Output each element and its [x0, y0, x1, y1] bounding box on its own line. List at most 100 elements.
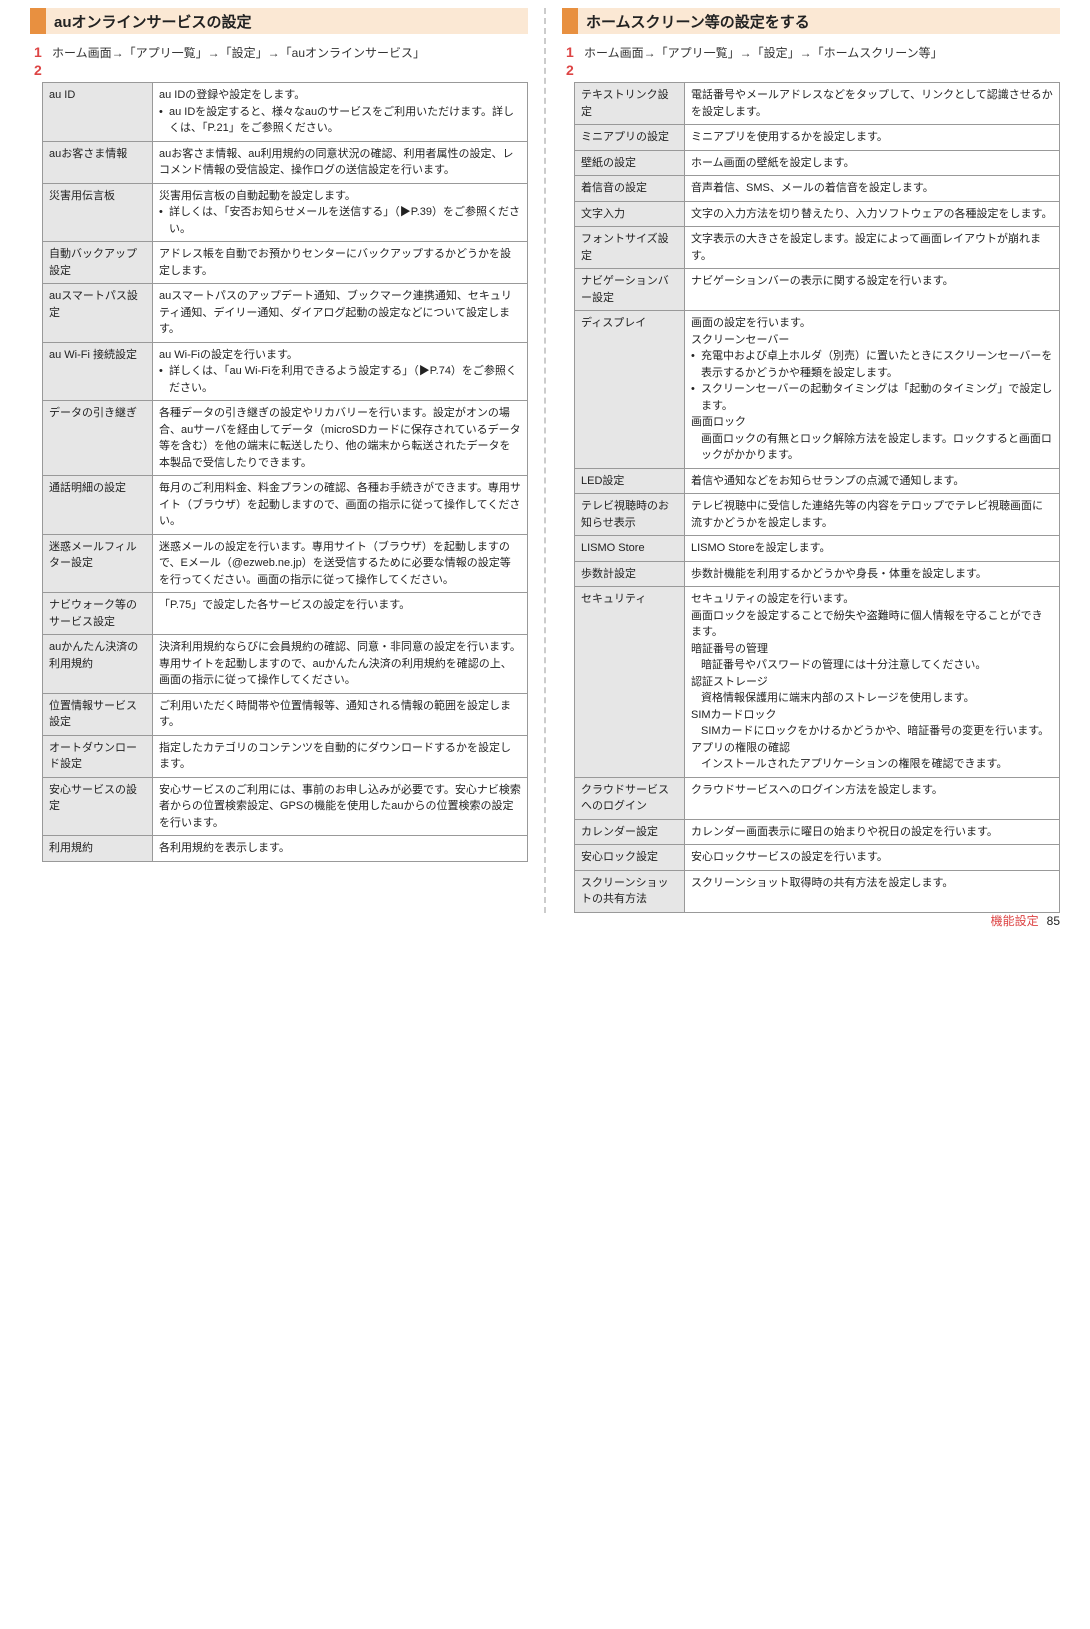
table-row: 通話明細の設定毎月のご利用料金、料金プランの確認、各種お手続きができます。専用サ… — [43, 476, 528, 535]
table-row: テレビ視聴時のお知らせ表示テレビ視聴中に受信した連絡先等の内容をテロップでテレビ… — [575, 494, 1060, 536]
row-label: テキストリンク設定 — [575, 83, 685, 125]
row-label: auスマートパス設定 — [43, 284, 153, 343]
row-value: テレビ視聴中に受信した連絡先等の内容をテロップでテレビ視聴画面に流すかどうかを設… — [685, 494, 1060, 536]
table-row: auかんたん決済の利用規約決済利用規約ならびに会員規約の確認、同意・非同意の設定… — [43, 635, 528, 694]
row-value: ご利用いただく時間帯や位置情報等、通知される情報の範囲を設定します。 — [153, 693, 528, 735]
row-label: ナビウォーク等のサービス設定 — [43, 593, 153, 635]
table-row: LISMO StoreLISMO Storeを設定します。 — [575, 536, 1060, 562]
row-label: ミニアプリの設定 — [575, 125, 685, 151]
row-value: ホーム画面の壁紙を設定します。 — [685, 150, 1060, 176]
left-table: au IDau IDの登録や設定をします。au IDを設定すると、様々なauのサ… — [42, 82, 528, 862]
row-label: 安心ロック設定 — [575, 845, 685, 871]
table-row: LED設定着信や通知などをお知らせランプの点滅で通知します。 — [575, 468, 1060, 494]
row-value: au IDの登録や設定をします。au IDを設定すると、様々なauのサービスをご… — [153, 83, 528, 142]
row-label: au Wi-Fi 接続設定 — [43, 342, 153, 401]
table-row: 安心ロック設定安心ロックサービスの設定を行います。 — [575, 845, 1060, 871]
step-2: 2 — [566, 62, 1060, 78]
row-label: 着信音の設定 — [575, 176, 685, 202]
header-title: auオンラインサービスの設定 — [46, 8, 528, 34]
row-label: 利用規約 — [43, 836, 153, 862]
row-value: セキュリティの設定を行います。画面ロックを設定することで紛失や盗難時に個人情報を… — [685, 587, 1060, 778]
row-value: スクリーンショット取得時の共有方法を設定します。 — [685, 870, 1060, 912]
row-value: アドレス帳を自動でお預かりセンターにバックアップするかどうかを設定します。 — [153, 242, 528, 284]
row-value: ミニアプリを使用するかを設定します。 — [685, 125, 1060, 151]
row-label: 迷惑メールフィルター設定 — [43, 534, 153, 593]
page-footer: 機能設定85 — [991, 912, 1060, 929]
header-accent — [30, 8, 46, 34]
row-value: auお客さま情報、au利用規約の同意状況の確認、利用者属性の設定、レコメンド情報… — [153, 141, 528, 183]
row-value: 迷惑メールの設定を行います。専用サイト（ブラウザ）を起動しますので、Eメール（@… — [153, 534, 528, 593]
row-value: カレンダー画面表示に曜日の始まりや祝日の設定を行います。 — [685, 819, 1060, 845]
row-label: フォントサイズ設定 — [575, 227, 685, 269]
row-label: ナビゲーションバー設定 — [575, 269, 685, 311]
row-value: 決済利用規約ならびに会員規約の確認、同意・非同意の設定を行います。専用サイトを起… — [153, 635, 528, 694]
table-row: ディスプレイ画面の設定を行います。スクリーンセーバー充電中および卓上ホルダ（別売… — [575, 311, 1060, 469]
row-value: 文字表示の大きさを設定します。設定によって画面レイアウトが崩れます。 — [685, 227, 1060, 269]
row-label: データの引き継ぎ — [43, 401, 153, 476]
row-value: 安心サービスのご利用には、事前のお申し込みが必要です。安心ナビ検索者からの位置検… — [153, 777, 528, 836]
table-row: スクリーンショットの共有方法スクリーンショット取得時の共有方法を設定します。 — [575, 870, 1060, 912]
row-value: 各種データの引き継ぎの設定やリカバリーを行います。設定がオンの場合、auサーバを… — [153, 401, 528, 476]
row-value: 文字の入力方法を切り替えたり、入力ソフトウェアの各種設定をします。 — [685, 201, 1060, 227]
row-label: スクリーンショットの共有方法 — [575, 870, 685, 912]
table-row: auスマートパス設定auスマートパスのアップデート通知、ブックマーク連携通知、セ… — [43, 284, 528, 343]
row-value: auスマートパスのアップデート通知、ブックマーク連携通知、セキュリティ通知、デイ… — [153, 284, 528, 343]
row-label: 安心サービスの設定 — [43, 777, 153, 836]
step-2: 2 — [34, 62, 528, 78]
row-label: 文字入力 — [575, 201, 685, 227]
row-value: クラウドサービスへのログイン方法を設定します。 — [685, 777, 1060, 819]
right-table: テキストリンク設定電話番号やメールアドレスなどをタップして、リンクとして認識させ… — [574, 82, 1060, 913]
column-divider — [544, 8, 546, 913]
row-label: auかんたん決済の利用規約 — [43, 635, 153, 694]
row-value: 災害用伝言板の自動起動を設定します。詳しくは、「安否お知らせメールを送信する」（… — [153, 183, 528, 242]
row-value: LISMO Storeを設定します。 — [685, 536, 1060, 562]
row-label: セキュリティ — [575, 587, 685, 778]
row-value: 指定したカテゴリのコンテンツを自動的にダウンロードするかを設定します。 — [153, 735, 528, 777]
row-value: 電話番号やメールアドレスなどをタップして、リンクとして認識させるかを設定します。 — [685, 83, 1060, 125]
table-row: 利用規約各利用規約を表示します。 — [43, 836, 528, 862]
table-row: フォントサイズ設定文字表示の大きさを設定します。設定によって画面レイアウトが崩れ… — [575, 227, 1060, 269]
table-row: 歩数計設定歩数計機能を利用するかどうかや身長・体重を設定します。 — [575, 561, 1060, 587]
row-label: auお客さま情報 — [43, 141, 153, 183]
row-value: 着信や通知などをお知らせランプの点滅で通知します。 — [685, 468, 1060, 494]
step-1: 1 ホーム画面→「アプリ一覧」→「設定」→「auオンラインサービス」 — [34, 44, 528, 62]
row-label: ディスプレイ — [575, 311, 685, 469]
row-value: 歩数計機能を利用するかどうかや身長・体重を設定します。 — [685, 561, 1060, 587]
table-row: カレンダー設定カレンダー画面表示に曜日の始まりや祝日の設定を行います。 — [575, 819, 1060, 845]
row-value: ナビゲーションバーの表示に関する設定を行います。 — [685, 269, 1060, 311]
table-row: auお客さま情報auお客さま情報、au利用規約の同意状況の確認、利用者属性の設定… — [43, 141, 528, 183]
table-row: ナビウォーク等のサービス設定「P.75」で設定した各サービスの設定を行います。 — [43, 593, 528, 635]
table-row: au IDau IDの登録や設定をします。au IDを設定すると、様々なauのサ… — [43, 83, 528, 142]
row-label: オートダウンロード設定 — [43, 735, 153, 777]
table-row: ナビゲーションバー設定ナビゲーションバーの表示に関する設定を行います。 — [575, 269, 1060, 311]
row-value: 音声着信、SMS、メールの着信音を設定します。 — [685, 176, 1060, 202]
row-value: 安心ロックサービスの設定を行います。 — [685, 845, 1060, 871]
row-value: 画面の設定を行います。スクリーンセーバー充電中および卓上ホルダ（別売）に置いたと… — [685, 311, 1060, 469]
row-label: 自動バックアップ設定 — [43, 242, 153, 284]
table-row: データの引き継ぎ各種データの引き継ぎの設定やリカバリーを行います。設定がオンの場… — [43, 401, 528, 476]
table-row: セキュリティセキュリティの設定を行います。画面ロックを設定することで紛失や盗難時… — [575, 587, 1060, 778]
header-title: ホームスクリーン等の設定をする — [578, 8, 1060, 34]
row-value: au Wi-Fiの設定を行います。詳しくは、「au Wi-Fiを利用できるよう設… — [153, 342, 528, 401]
left-header: auオンラインサービスの設定 — [30, 8, 528, 34]
table-row: オートダウンロード設定指定したカテゴリのコンテンツを自動的にダウンロードするかを… — [43, 735, 528, 777]
row-value: 各利用規約を表示します。 — [153, 836, 528, 862]
row-value: 毎月のご利用料金、料金プランの確認、各種お手続きができます。専用サイト（ブラウザ… — [153, 476, 528, 535]
table-row: 自動バックアップ設定アドレス帳を自動でお預かりセンターにバックアップするかどうか… — [43, 242, 528, 284]
row-label: 災害用伝言板 — [43, 183, 153, 242]
row-label: カレンダー設定 — [575, 819, 685, 845]
row-label: テレビ視聴時のお知らせ表示 — [575, 494, 685, 536]
row-label: 壁紙の設定 — [575, 150, 685, 176]
row-label: LED設定 — [575, 468, 685, 494]
table-row: 位置情報サービス設定ご利用いただく時間帯や位置情報等、通知される情報の範囲を設定… — [43, 693, 528, 735]
right-column: ホームスクリーン等の設定をする 1 ホーム画面→「アプリ一覧」→「設定」→「ホー… — [552, 8, 1070, 913]
left-column: auオンラインサービスの設定 1 ホーム画面→「アプリ一覧」→「設定」→「auオ… — [20, 8, 538, 913]
table-row: テキストリンク設定電話番号やメールアドレスなどをタップして、リンクとして認識させ… — [575, 83, 1060, 125]
table-row: 災害用伝言板災害用伝言板の自動起動を設定します。詳しくは、「安否お知らせメールを… — [43, 183, 528, 242]
header-accent — [562, 8, 578, 34]
table-row: 文字入力文字の入力方法を切り替えたり、入力ソフトウェアの各種設定をします。 — [575, 201, 1060, 227]
row-label: クラウドサービスへのログイン — [575, 777, 685, 819]
table-row: au Wi-Fi 接続設定au Wi-Fiの設定を行います。詳しくは、「au W… — [43, 342, 528, 401]
row-label: 位置情報サービス設定 — [43, 693, 153, 735]
table-row: 迷惑メールフィルター設定迷惑メールの設定を行います。専用サイト（ブラウザ）を起動… — [43, 534, 528, 593]
